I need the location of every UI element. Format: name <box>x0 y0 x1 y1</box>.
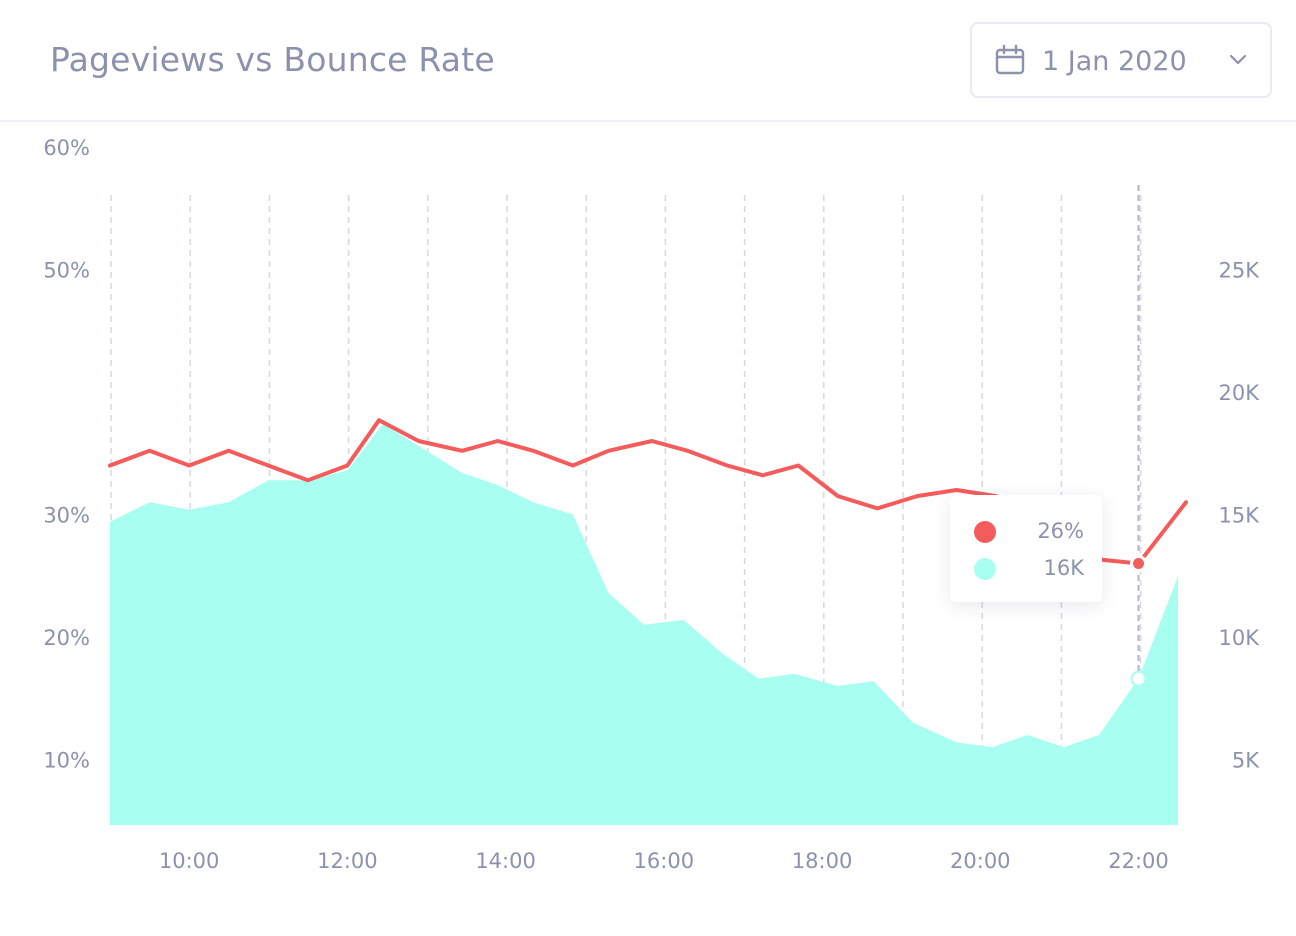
right-axis-tick-label: 25K <box>1219 259 1261 283</box>
pageviews-legend-dot <box>974 558 996 580</box>
x-axis-tick-label: 22:00 <box>1108 849 1169 873</box>
chart-header: Pageviews vs Bounce Rate 1 Jan 2020 <box>0 0 1296 122</box>
axis-labels: 10% 20% 30% 50% 60% 5K 10K 15K 20K 25K 10:00 12:00 1… <box>43 136 1260 873</box>
calendar-icon <box>995 44 1025 75</box>
tooltip-row-bounce-rate: 26% <box>974 517 1084 547</box>
right-axis-tick-label: 5K <box>1232 749 1260 773</box>
x-axis-tick-label: 18:00 <box>792 849 853 873</box>
bounce-rate-hover-marker <box>1130 555 1148 572</box>
x-axis-tick-label: 14:00 <box>475 849 536 873</box>
date-select-value: 1 Jan 2020 <box>1042 46 1187 77</box>
x-axis-tick-label: 10:00 <box>159 849 220 873</box>
chart-tooltip: 26% 16K <box>950 495 1102 602</box>
hover-markers <box>1130 555 1148 687</box>
left-axis-tick-label: 10% <box>43 749 90 773</box>
grid-lines <box>110 185 1142 825</box>
left-axis-tick-label: 20% <box>43 626 90 650</box>
tooltip-pageviews-value: 16K <box>1043 556 1085 580</box>
right-axis-tick-label: 20K <box>1219 381 1261 405</box>
x-axis-tick-label: 20:00 <box>950 849 1011 873</box>
left-axis-tick-label: 60% <box>43 136 90 160</box>
right-axis-tick-label: 15K <box>1219 504 1261 528</box>
tooltip-bounce-rate-value: 26% <box>1037 519 1084 543</box>
page-title: Pageviews vs Bounce Rate <box>50 40 495 79</box>
chevron-down-icon <box>1229 54 1247 65</box>
x-axis-tick-label: 12:00 <box>317 849 378 873</box>
tooltip-row-pageviews: 16K <box>974 554 1084 584</box>
pageviews-area-layer <box>110 423 1179 825</box>
date-select[interactable]: 1 Jan 2020 <box>970 22 1272 98</box>
right-axis-tick-label: 10K <box>1219 626 1261 650</box>
left-axis-tick-label: 50% <box>43 259 90 283</box>
bounce-rate-legend-dot <box>974 521 996 543</box>
left-axis-tick-label: 30% <box>43 504 90 528</box>
pageviews-hover-marker <box>1130 670 1147 687</box>
pageviews-area <box>110 423 1179 825</box>
x-axis-tick-label: 16:00 <box>634 849 695 873</box>
